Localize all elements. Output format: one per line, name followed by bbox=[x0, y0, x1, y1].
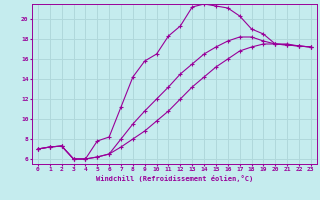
X-axis label: Windchill (Refroidissement éolien,°C): Windchill (Refroidissement éolien,°C) bbox=[96, 175, 253, 182]
